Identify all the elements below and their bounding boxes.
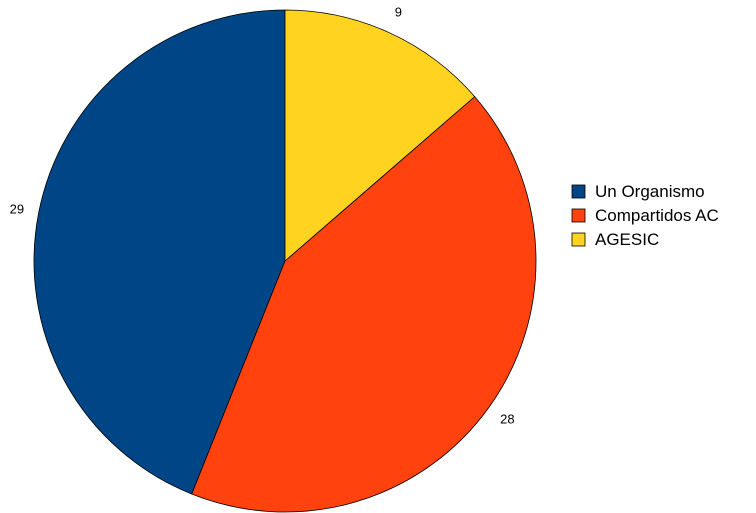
legend-swatch-agesic	[571, 232, 586, 247]
legend-label-agesic: AGESIC	[595, 230, 659, 249]
legend-item-un-organismo: Un Organismo	[571, 182, 705, 201]
pie-slice-agesic	[284, 9, 476, 262]
legend: Un Organismo Compartidos AC AGESIC	[571, 182, 719, 249]
data-label-un-organismo: 29	[10, 201, 24, 216]
data-label-agesic: 9	[395, 5, 402, 20]
legend-label-un-organismo: Un Organismo	[595, 182, 705, 201]
pie-slice-un-organismo	[33, 9, 286, 495]
data-label-compartidos-ac: 28	[500, 411, 514, 426]
legend-item-compartidos-ac: Compartidos AC	[571, 206, 719, 225]
legend-label-compartidos-ac: Compartidos AC	[595, 206, 719, 225]
pie-slices	[33, 9, 537, 513]
legend-swatch-compartidos-ac	[571, 208, 586, 223]
data-labels: 29 28 9	[10, 5, 515, 427]
legend-item-agesic: AGESIC	[571, 230, 659, 249]
pie-slice-compartidos-ac	[191, 96, 537, 513]
legend-swatch-un-organismo	[571, 184, 586, 199]
